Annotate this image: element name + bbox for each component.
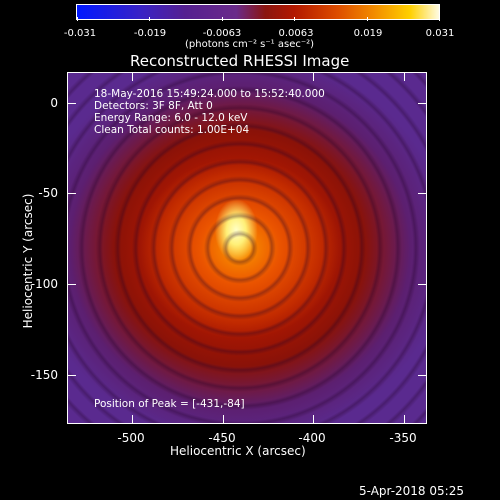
x-tick [132, 415, 133, 423]
annotation-clean: Clean Total counts: 1.00E+04 [94, 124, 250, 136]
plot-title: Reconstructed RHESSI Image [130, 52, 350, 70]
colorbar-tick [149, 17, 150, 21]
x-tick [132, 73, 133, 81]
x-tick-label: -400 [298, 431, 326, 445]
colorbar-tick [294, 17, 295, 21]
y-tick-label: -150 [30, 368, 58, 382]
colorbar-tick [367, 17, 368, 21]
annotation-detectors: Detectors: 3F 8F, Att 0 [94, 100, 213, 112]
y-tick [68, 193, 76, 194]
y-tick-label: -50 [38, 186, 58, 200]
y-tick [418, 103, 426, 104]
colorbar-tick [439, 17, 440, 21]
x-tick-label: -450 [208, 431, 236, 445]
x-tick-label: -350 [389, 431, 417, 445]
x-tick-label: -500 [117, 431, 145, 445]
y-tick-label: 0 [50, 96, 58, 110]
y-tick-label: -100 [30, 277, 58, 291]
x-tick [404, 73, 405, 81]
y-tick [418, 375, 426, 376]
y-tick [68, 103, 76, 104]
x-tick [404, 415, 405, 423]
x-tick [223, 73, 224, 81]
y-tick [68, 375, 76, 376]
colorbar-label: 0.019 [353, 28, 383, 39]
annotation-time-range: 18-May-2016 15:49:24.000 to 15:52:40.000 [94, 88, 325, 100]
colorbar [76, 4, 440, 21]
y-axis-title: Heliocentric Y (arcsec) [21, 193, 35, 329]
x-tick [313, 415, 314, 423]
x-axis-title: Heliocentric X (arcsec) [170, 444, 306, 458]
x-tick [313, 73, 314, 81]
colorbar-tick [77, 17, 78, 21]
x-tick [223, 415, 224, 423]
rhessi-image-plot: 18-May-2016 15:49:24.000 to 15:52:40.000… [67, 72, 427, 424]
annotation-peak-position: Position of Peak = [-431,-84] [94, 398, 245, 410]
rhessi-image [68, 73, 426, 423]
colorbar-label: 0.031 [425, 28, 455, 39]
annotation-energy-range: Energy Range: 6.0 - 12.0 keV [94, 112, 248, 124]
colorbar-label: -0.031 [63, 28, 97, 39]
colorbar-tick [222, 17, 223, 21]
date-stamp: 5-Apr-2018 05:25 [359, 484, 464, 498]
y-tick [68, 284, 76, 285]
colorbar-label: -0.0063 [202, 28, 242, 39]
colorbar-label: -0.019 [133, 28, 167, 39]
colorbar-units: (photons cm⁻² s⁻¹ asec⁻²) [185, 39, 315, 50]
y-tick [418, 284, 426, 285]
y-tick [418, 193, 426, 194]
colorbar-label: 0.0063 [278, 28, 314, 39]
